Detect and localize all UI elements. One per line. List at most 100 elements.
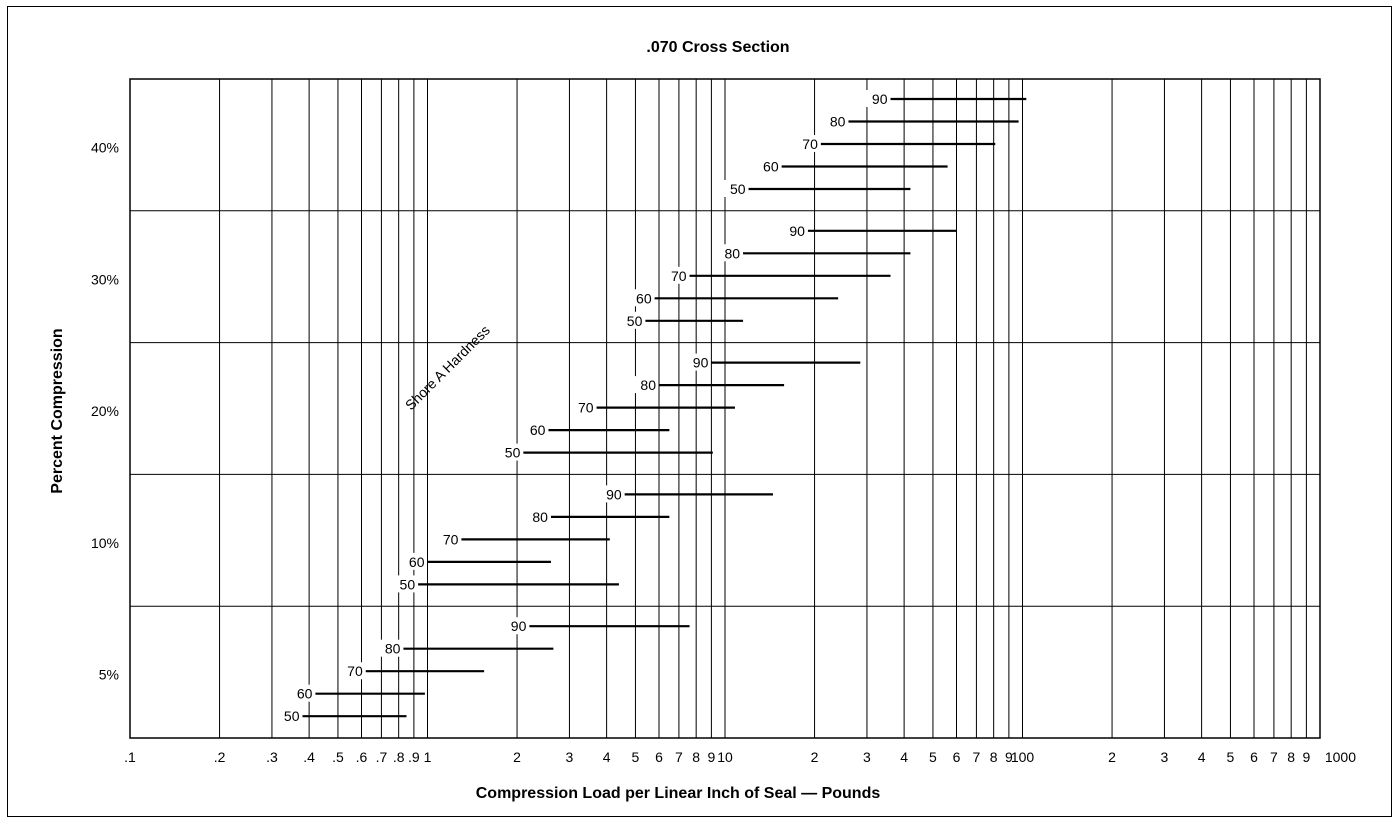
- series-label-bg: [339, 662, 364, 680]
- series-label-bg: [628, 289, 653, 307]
- series-label: 50: [627, 313, 643, 329]
- x-tick-label: 5: [929, 749, 937, 765]
- series-label-bg: [755, 157, 780, 175]
- series-label-bg: [619, 311, 644, 329]
- x-tick-label: 3: [566, 749, 574, 765]
- series-label-bg: [497, 443, 522, 461]
- x-tick-label: 4: [1198, 749, 1206, 765]
- series-label: 90: [789, 223, 805, 239]
- series-label-bg: [377, 639, 402, 657]
- series-label-bg: [717, 244, 742, 262]
- series-label: 60: [409, 554, 425, 570]
- series-label-bg: [392, 575, 417, 593]
- series-label: 90: [606, 486, 622, 502]
- x-tick-label: 7: [675, 749, 683, 765]
- x-tick-label: 4: [603, 749, 611, 765]
- x-tick-label: 5: [632, 749, 640, 765]
- plot-area: [129, 78, 1321, 739]
- x-tick-label: .4: [303, 749, 315, 765]
- x-tick-label: 7: [1270, 749, 1278, 765]
- x-tick-label: .9: [408, 749, 420, 765]
- series-label: 90: [693, 355, 709, 371]
- x-tick-label: 1: [424, 749, 432, 765]
- x-tick-label: 9: [1302, 749, 1310, 765]
- y-band-label: 20%: [91, 403, 119, 419]
- y-band-label: 40%: [91, 140, 119, 156]
- x-tick-label: 6: [1250, 749, 1258, 765]
- series-label: 60: [530, 422, 546, 438]
- x-tick-label: 2: [513, 749, 521, 765]
- x-tick-label: 3: [863, 749, 871, 765]
- series-label-bg: [663, 266, 688, 284]
- x-tick-label: 100: [1011, 749, 1035, 765]
- x-tick-label: 1000: [1325, 749, 1356, 765]
- series-label: 80: [640, 377, 656, 393]
- series-label: 90: [511, 618, 527, 634]
- series-label: 70: [443, 531, 459, 547]
- y-band-labels: 5% 10% 20% 30% 40%: [91, 140, 119, 683]
- x-tick-label: 9: [1005, 749, 1013, 765]
- series-label-bg: [864, 90, 889, 107]
- x-tick-label: .3: [266, 749, 278, 765]
- chart-title: .070 Cross Section: [646, 39, 789, 56]
- series-label-bg: [435, 530, 460, 548]
- y-band-label: 10%: [91, 535, 119, 551]
- x-tick-label: 8: [1287, 749, 1295, 765]
- series-label: 60: [763, 159, 779, 175]
- x-tick-label: .6: [356, 749, 368, 765]
- x-tick-label: 5: [1227, 749, 1235, 765]
- series-label-bg: [722, 180, 747, 197]
- x-tick-label: 6: [953, 749, 961, 765]
- x-tick-label: 7: [973, 749, 981, 765]
- series-label: 80: [724, 245, 740, 261]
- series-label-bg: [794, 135, 819, 152]
- x-tick-label: 6: [655, 749, 663, 765]
- series-label: 50: [505, 445, 521, 461]
- x-tick-label: 3: [1161, 749, 1169, 765]
- x-tick-label: .2: [214, 749, 226, 765]
- x-tick-labels: .1.2.3.4.5.6.7.8.9 1 2 3 4 5 6 7 8 9 10 2 3 4 5 6 7 8 9100…: [124, 749, 1356, 765]
- y-band-label: 30%: [91, 271, 119, 287]
- series-label: 50: [284, 708, 300, 724]
- series-label-bg: [524, 507, 549, 525]
- series-label-bg: [289, 684, 314, 702]
- series-label-bg: [522, 421, 547, 439]
- series-label: 60: [297, 686, 313, 702]
- series-label-bg: [822, 112, 847, 130]
- x-tick-label: 8: [990, 749, 998, 765]
- series-label: 80: [532, 509, 548, 525]
- series-label-bg: [598, 485, 623, 503]
- x-tick-label: 8: [692, 749, 700, 765]
- chart-frame: [7, 6, 1392, 817]
- series-label: 90: [872, 91, 888, 107]
- y-axis-title: Percent Compression: [49, 328, 66, 493]
- y-band-label: 5%: [99, 667, 119, 683]
- series-label: 80: [385, 641, 401, 657]
- x-tick-label: 4: [900, 749, 908, 765]
- series-label: 50: [730, 181, 746, 197]
- series-label-bg: [276, 707, 301, 725]
- series-label-bg: [503, 617, 528, 635]
- x-tick-label: 2: [1108, 749, 1116, 765]
- x-tick-label: 2: [811, 749, 819, 765]
- series-label: 80: [830, 114, 846, 130]
- series-label: 70: [671, 268, 687, 284]
- x-tick-label: .7: [376, 749, 388, 765]
- x-axis-title: Compression Load per Linear Inch of Seal…: [476, 785, 881, 802]
- series-label: 60: [636, 290, 652, 306]
- series-label: 70: [802, 136, 818, 152]
- shore-a-hardness-annotation: Shore A Hardness: [402, 322, 493, 413]
- series-segments: 50 60 70 80 90 50 60 70 80 90 50 60 70 80 90 50 60 70 80 90…: [276, 90, 1027, 725]
- series-label-bg: [685, 353, 710, 371]
- x-tick-label: 9: [707, 749, 715, 765]
- x-tick-label: .5: [332, 749, 344, 765]
- series-label: 70: [347, 663, 363, 679]
- series-label-bg: [633, 376, 657, 394]
- series-label: 50: [400, 576, 416, 592]
- series-label-bg: [570, 398, 595, 416]
- series-label-bg: [401, 552, 426, 570]
- x-tick-label: .1: [124, 749, 136, 765]
- x-tick-label: 10: [717, 749, 733, 765]
- x-tick-label: .8: [393, 749, 405, 765]
